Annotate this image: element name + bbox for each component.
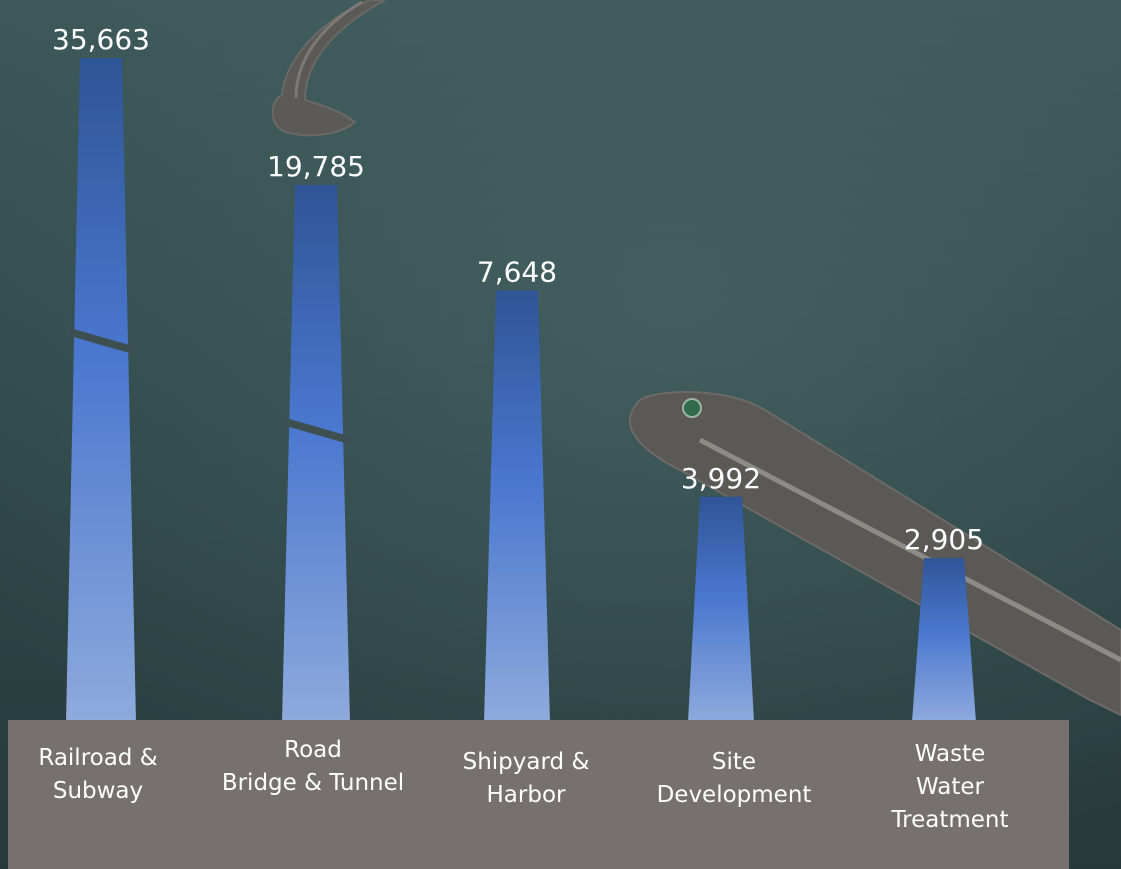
category-label-railroad-subway: Railroad & Subway	[38, 745, 158, 804]
lighthouse-green	[682, 398, 702, 418]
bar-site-development	[688, 496, 754, 722]
breakwater-lower-road	[698, 437, 1121, 663]
value-label-site-development: 3,992	[681, 462, 761, 495]
breakwater-lower	[629, 390, 1121, 717]
bar-shipyard-harbor	[484, 290, 550, 722]
bar-waste-water-treatment	[912, 558, 976, 722]
axis-break-railroad-subway	[66, 326, 136, 355]
breakwater-upper-path	[294, 0, 363, 99]
category-label-site-development: Site Development	[656, 749, 812, 808]
category-label-shipyard-harbor: Shipyard & Harbor	[462, 749, 590, 808]
bars-group	[66, 58, 976, 722]
value-label-road-bridge-tunnel: 19,785	[267, 150, 365, 183]
value-label-railroad-subway: 35,663	[52, 23, 150, 56]
value-labels-group: 35,663 19,785 7,648 3,992 2,905	[52, 23, 984, 556]
category-label-panel: Railroad & Subway Road Bridge & Tunnel S…	[8, 720, 1069, 869]
breakwater-upper	[271, 0, 386, 137]
value-label-shipyard-harbor: 7,648	[477, 255, 557, 288]
category-label-road-bridge-tunnel: Road Bridge & Tunnel	[221, 737, 405, 796]
axis-break-road-bridge-tunnel	[281, 416, 351, 445]
category-label-waste-water-treatment: Waste Water Treatment	[891, 741, 1009, 833]
bar-road-bridge-tunnel	[282, 185, 350, 722]
value-label-waste-water-treatment: 2,905	[904, 523, 984, 556]
bar-railroad-subway	[66, 58, 136, 722]
